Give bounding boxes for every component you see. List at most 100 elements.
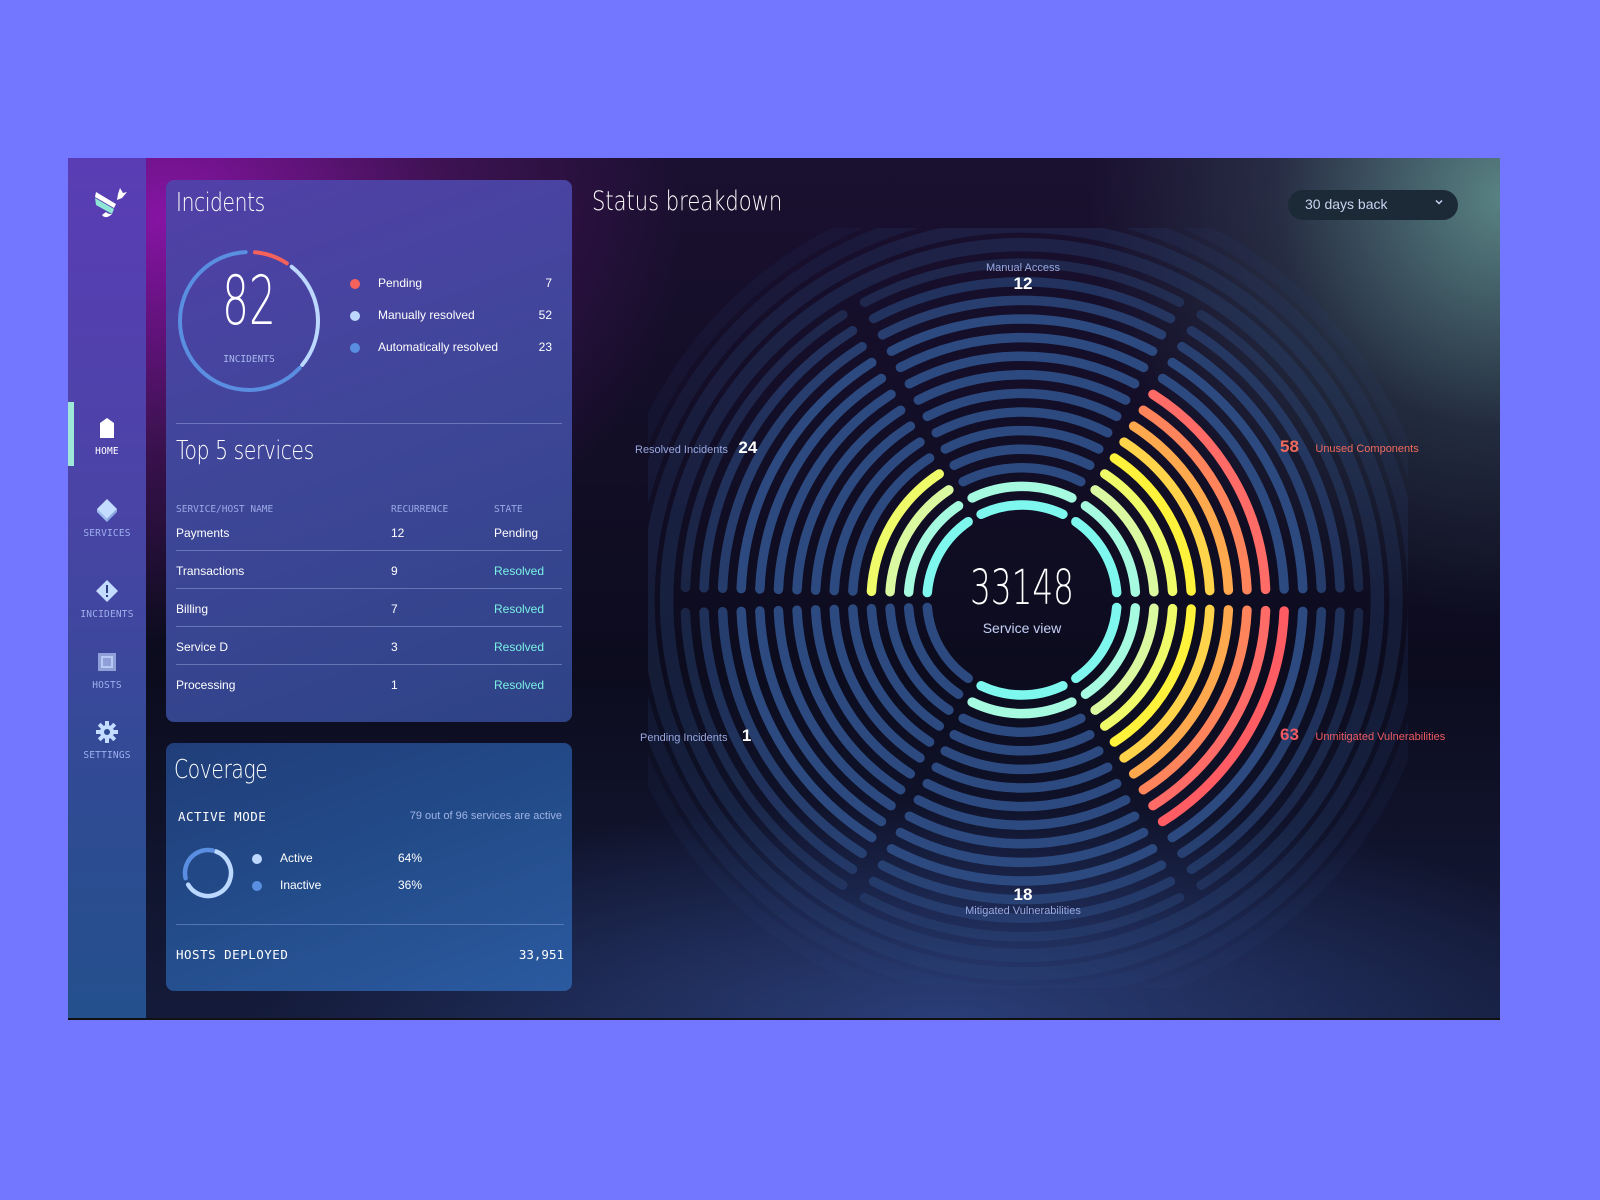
chart-ring-segment <box>913 795 1131 830</box>
service-name: Service D <box>176 640 229 654</box>
legend-label: Manually resolved <box>378 308 475 322</box>
top-services-title: Top 5 services <box>176 436 314 466</box>
chart-ring-segment <box>904 351 1140 389</box>
coverage-summary: 79 out of 96 services are active <box>409 810 562 822</box>
dropdown-value: 30 days back <box>1305 196 1388 212</box>
chart-ring-segment <box>829 437 925 596</box>
chart-ring-segment <box>829 604 925 763</box>
chart-ring-segment <box>958 463 1086 487</box>
inactive-dot-icon <box>252 881 262 891</box>
row-divider <box>176 626 562 627</box>
legend-label: Inactive <box>280 878 322 892</box>
table-row[interactable]: Service D 3 Resolved <box>176 640 562 678</box>
legend-value: 36% <box>398 878 423 892</box>
manual-dot-icon <box>350 311 360 321</box>
chart-ring-segment-active <box>922 516 973 598</box>
chart-ring-segment <box>755 373 887 594</box>
sidebar: HOME SERVICES INCIDENTS HOSTS <box>68 158 146 1018</box>
chart-ring-segment-active <box>1071 516 1122 598</box>
chart-ring-segment-active <box>967 481 1077 503</box>
annotation-value: 12 <box>1013 274 1033 293</box>
sidebar-item-services[interactable]: SERVICES <box>68 498 146 539</box>
state-badge: Resolved <box>494 640 545 654</box>
date-range-dropdown[interactable]: 30 days back <box>1288 190 1458 220</box>
row-divider <box>176 550 562 551</box>
annotation-unused-components: 58 Unused Components <box>1280 437 1419 457</box>
table-row[interactable]: Payments 12 Pending <box>176 526 562 564</box>
chart-ring-segment-active <box>866 469 944 597</box>
legend-label: Active <box>280 851 313 865</box>
row-divider <box>176 664 562 665</box>
chart-ring-segment-active <box>903 501 964 597</box>
chart-ring-segment <box>922 388 1122 422</box>
chart-ring-segment <box>736 606 877 843</box>
legend-value: 7 <box>545 276 552 290</box>
chart-ring-segment <box>792 605 906 795</box>
legend-item-pending: Pending 7 <box>350 275 552 293</box>
chart-ring-segment-active <box>1119 604 1215 763</box>
legend-item-manually-resolved: Manually resolved 52 <box>350 307 552 325</box>
state-badge: Resolved <box>494 678 545 692</box>
sidebar-item-label: SERVICES <box>83 528 131 539</box>
chart-ring-segment <box>922 602 973 684</box>
chart-ring-segment <box>1167 357 1308 594</box>
coverage-title: Coverage <box>174 755 268 785</box>
chart-ring-segment-active <box>1100 603 1178 731</box>
hosts-deployed-value: 33,951 <box>518 947 564 962</box>
chart-ring-segment-active <box>1100 469 1178 597</box>
host-square-icon <box>98 653 116 671</box>
table-row[interactable]: Transactions 9 Resolved <box>176 564 562 602</box>
table-row[interactable]: Processing 1 Resolved <box>176 678 562 716</box>
sidebar-item-label: HOSTS <box>92 680 122 691</box>
app-window: HOME SERVICES INCIDENTS HOSTS <box>68 158 1500 1018</box>
chart-ring-segment <box>717 607 867 859</box>
chart-ring-segment-active <box>1109 604 1196 747</box>
chart-ring-segment <box>1177 607 1327 859</box>
annotation-label: Resolved Incidents <box>635 444 728 456</box>
sidebar-item-home[interactable]: HOME <box>68 402 146 466</box>
table-row[interactable]: Billing 7 Resolved <box>176 602 562 640</box>
legend-label: Pending <box>378 276 423 290</box>
active-dot-icon <box>252 854 262 864</box>
sidebar-item-hosts[interactable]: HOSTS <box>68 650 146 691</box>
sidebar-item-incidents[interactable]: INCIDENTS <box>68 579 146 620</box>
chart-ring-segment <box>848 604 935 747</box>
chart-ring-segment <box>886 844 1158 886</box>
chart-ring-segment <box>895 332 1149 373</box>
chart-ring-segment <box>1186 325 1345 593</box>
chart-ring-segment <box>940 746 1104 775</box>
chart-ring-segment-active <box>1109 453 1196 596</box>
chart-ring-segment <box>680 310 848 593</box>
chart-ring-segment-active <box>1138 605 1252 795</box>
state-badge: Pending <box>494 526 539 540</box>
chart-ring-segment <box>940 425 1104 454</box>
legend-value: 52 <box>538 308 552 322</box>
logo-icon[interactable] <box>90 184 128 224</box>
chart-ring-segment <box>755 606 887 827</box>
incidents-title: Incidents <box>176 188 265 218</box>
sidebar-item-settings[interactable]: SETTINGS <box>68 720 146 761</box>
sidebar-item-label: SETTINGS <box>83 750 131 761</box>
annotation-value: 58 <box>1280 437 1299 456</box>
coverage-donut-chart <box>182 847 234 899</box>
chart-ring-segment-active <box>1128 421 1234 595</box>
chart-ring-segment <box>931 407 1113 438</box>
chart-ring-segment-active <box>976 681 1068 700</box>
annotation-manual-access: Manual Access 12 <box>968 262 1078 294</box>
chart-ring-segment <box>1196 310 1364 593</box>
annotation-unmitigated-vulnerabilities: 63 Unmitigated Vulnerabilities <box>1280 725 1445 745</box>
center-label: Service view <box>982 620 1062 636</box>
chart-ring-segment-active <box>1080 501 1141 597</box>
chart-ring-segment <box>859 893 1185 942</box>
service-name: Billing <box>176 602 209 616</box>
recurrence-value: 1 <box>391 678 398 692</box>
pending-dot-icon <box>350 279 360 289</box>
chart-ring-segment <box>904 811 1140 849</box>
recurrence-value: 7 <box>391 602 398 616</box>
chart-ring-segment-active <box>1119 437 1215 596</box>
chart-ring-segment <box>773 605 896 811</box>
chart-ring-segment <box>736 357 877 594</box>
row-divider <box>176 588 562 589</box>
annotation-value: 24 <box>738 438 758 457</box>
chart-ring-segment <box>1167 606 1308 843</box>
